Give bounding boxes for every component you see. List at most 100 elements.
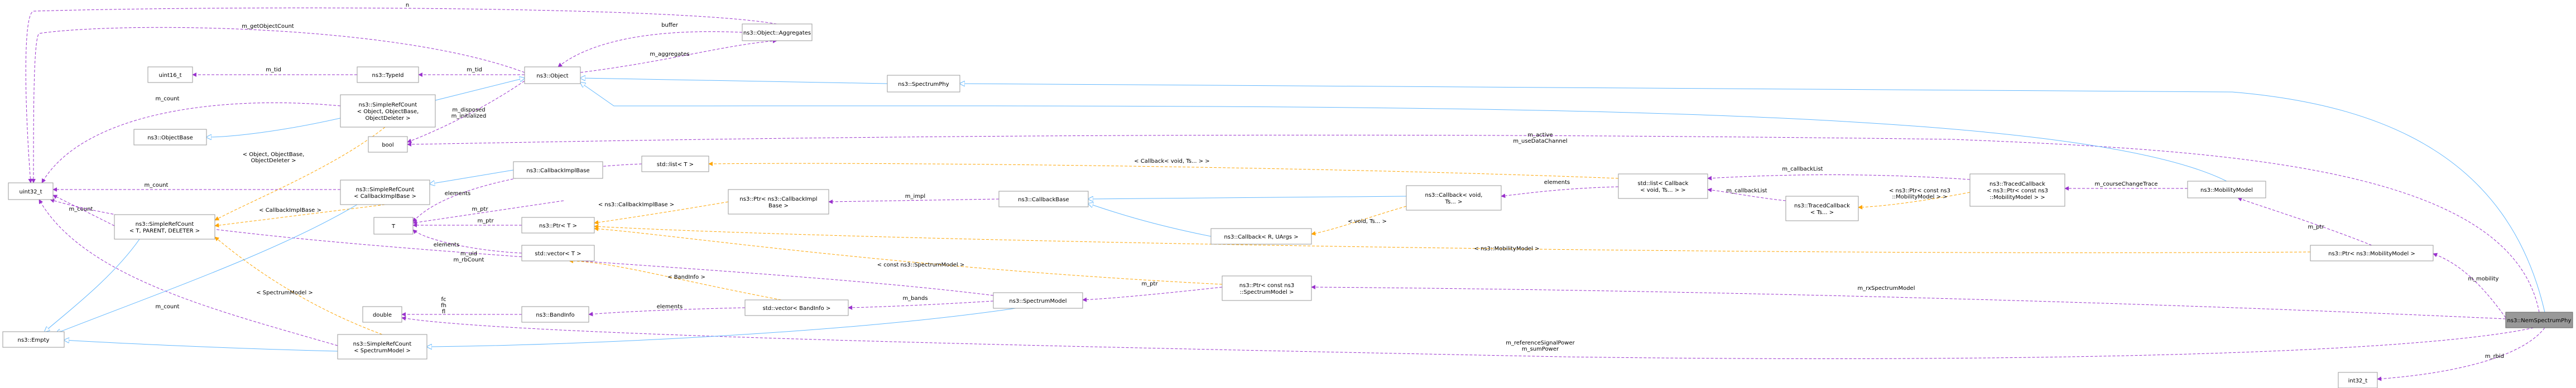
node-listCb[interactable]: std::list< Callback< void, Ts... > > xyxy=(1618,173,1708,199)
node-box-mobility xyxy=(2187,181,2266,198)
edges-layer: n m_getObjectCount buffer m_aggregates m_tid… xyxy=(25,2,2545,381)
node-ptrMm[interactable]: ns3::Ptr< ns3::MobilityModel > xyxy=(2310,245,2434,261)
edge-elements1 xyxy=(412,163,642,222)
node-ptrCbImpl[interactable]: ns3::Ptr< ns3::CallbackImplBase > xyxy=(728,189,829,215)
node-spectrummodel[interactable]: ns3::SpectrumModel xyxy=(993,292,1083,309)
node-box-cbbase xyxy=(998,191,1089,207)
edge-label-m_courseChangeTrace: m_courseChangeTrace xyxy=(2095,181,2158,187)
node-box-spectrummodel xyxy=(993,292,1083,309)
edge-elements4 xyxy=(588,307,746,317)
node-label-typeid: ns3::TypeId xyxy=(372,72,404,79)
edge-label-m_refSignal: m_sumPower xyxy=(1522,346,1559,352)
edge-label-m_disposed: m_initialized xyxy=(451,113,487,119)
inheritance-edge-inh_nr_sp xyxy=(960,84,2545,313)
node-uint32[interactable]: uint32_t xyxy=(8,182,54,200)
node-tracedCbMm[interactable]: ns3::TracedCallback< ns3::Ptr< const ns3… xyxy=(1969,173,2065,207)
edge-m_ptr4 xyxy=(1082,287,1223,302)
node-label-ptrConstSm: ns3::Ptr< const ns3 xyxy=(1239,283,1294,289)
node-uint16[interactable]: uint16_t xyxy=(147,66,193,83)
node-label-cbRArgs: ns3::Callback< R, UArgs > xyxy=(1224,234,1298,240)
node-box-ptrConstSm xyxy=(1222,275,1312,301)
node-object[interactable]: ns3::Object xyxy=(524,66,581,84)
edge-buffer xyxy=(558,31,743,67)
edge-label-bandInfoTpl: < BandInfo > xyxy=(667,274,705,280)
node-stdlist[interactable]: std::list< T > xyxy=(641,156,709,172)
edge-label-elements1: elements xyxy=(445,191,470,197)
edge-cbTpl xyxy=(214,204,386,228)
edge-label-m_rbid: m_rbid xyxy=(2485,353,2504,360)
node-box-tracedCbMm xyxy=(1969,173,2065,207)
node-box-int32 xyxy=(2338,372,2378,388)
edge-m_getObjectCount xyxy=(31,27,525,183)
node-ptrConstSm[interactable]: ns3::Ptr< const ns3::SpectrumModel > xyxy=(1222,275,1312,301)
edge-m_active xyxy=(407,134,2540,313)
inheritance-edge-inh_obj_ob xyxy=(206,111,369,137)
node-box-ptrT xyxy=(521,217,595,234)
node-box-double xyxy=(362,306,402,323)
edge-label-m_aggregates: m_aggregates xyxy=(650,51,689,57)
node-label-objectbase: ns3::ObjectBase xyxy=(147,135,193,141)
edge-m_mobility xyxy=(2433,253,2506,318)
node-label-srcObj: ObjectDeleter > xyxy=(365,115,410,122)
edge-m_refSignal xyxy=(401,316,2534,359)
node-box-object xyxy=(524,66,581,84)
node-cbRArgs[interactable]: ns3::Callback< R, UArgs > xyxy=(1210,228,1312,245)
node-typeid[interactable]: ns3::TypeId xyxy=(357,66,419,83)
node-empty[interactable]: ns3::Empty xyxy=(2,331,65,348)
node-srcT[interactable]: ns3::SimpleRefCount< T, PARENT, DELETER … xyxy=(114,214,215,240)
node-cbbase[interactable]: ns3::CallbackBase xyxy=(998,191,1089,207)
edge-label-m_count3: m_count xyxy=(69,206,93,212)
edge-label-m_ptr1: m_ptr xyxy=(472,206,488,212)
node-label-tracedCbTs: ns3::TracedCallback xyxy=(1794,203,1850,209)
node-T[interactable]: T xyxy=(373,217,414,235)
node-mobility[interactable]: ns3::MobilityModel xyxy=(2187,181,2266,198)
edge-label-m_tid2: m_tid xyxy=(467,67,482,73)
node-label-spectrummodel: ns3::SpectrumModel xyxy=(1009,298,1066,304)
node-label-listCb: < void, Ts... > > xyxy=(1640,187,1685,193)
inheritance-edge-inh_cbvoid_cbbase xyxy=(1088,196,1407,199)
node-nr[interactable]: ns3::NemSpectrumPhy xyxy=(2505,312,2573,328)
edge-m_count3 xyxy=(52,195,115,226)
node-label-int32: int32_t xyxy=(2348,378,2368,384)
node-tracedCbTs[interactable]: ns3::TracedCallback< Ts... > xyxy=(1785,196,1859,221)
edge-label-m_count2: m_count xyxy=(145,182,169,188)
node-box-srcCb xyxy=(340,180,430,205)
node-double[interactable]: double xyxy=(362,306,402,323)
node-vecband[interactable]: std::vector< BandInfo > xyxy=(744,299,849,316)
node-label-cbVoid: ns3::Callback< void, xyxy=(1425,192,1483,198)
node-stdvecT[interactable]: std::vector< T > xyxy=(521,245,595,261)
node-label-T: T xyxy=(391,224,396,230)
node-int32[interactable]: int32_t xyxy=(2338,372,2378,388)
edge-label-m_refSignal: m_referenceSignalPower xyxy=(1506,340,1575,346)
node-box-ptrMm xyxy=(2310,245,2434,261)
edge-label-m_getObjectCount: m_getObjectCount xyxy=(242,23,294,30)
node-label-vecband: std::vector< BandInfo > xyxy=(763,305,831,312)
node-srcSm[interactable]: ns3::SimpleRefCount< SpectrumModel > xyxy=(337,334,427,360)
edge-label-m_uid: m_uid xyxy=(460,251,477,257)
node-box-uint32 xyxy=(8,182,54,200)
node-srcCb[interactable]: ns3::SimpleRefCount< CallbackImplBase > xyxy=(340,180,430,205)
node-objectbase[interactable]: ns3::ObjectBase xyxy=(133,129,207,146)
node-label-ptrCbImpl: ns3::Ptr< ns3::CallbackImpl xyxy=(739,196,817,202)
node-bool[interactable]: bool xyxy=(368,136,408,153)
node-aggregates[interactable]: ns3::Object::Aggregates xyxy=(742,23,813,41)
edge-elements3 xyxy=(1501,186,1619,198)
edge-label-m_uid: m_rbCount xyxy=(454,257,484,263)
node-box-vecband xyxy=(744,299,849,316)
edge-label-cbListTpl: < Callback< void, Ts... > > xyxy=(1134,158,1209,164)
edge-label-constMmTpl: < ns3::Ptr< const ns3 xyxy=(1889,188,1950,194)
inheritance-edge-inh_mm_obj xyxy=(580,83,2227,182)
inheritance-edge-inh_srcT_empty xyxy=(45,239,140,332)
node-spectrumphy[interactable]: ns3::SpectrumPhy xyxy=(887,75,960,93)
node-cbimplbase[interactable]: ns3::CallbackImplBase xyxy=(513,161,603,179)
node-bandinfo[interactable]: ns3::BandInfo xyxy=(521,306,589,323)
edge-label-m_count1: m_count xyxy=(156,96,180,102)
node-srcObj[interactable]: ns3::SimpleRefCount< Object, ObjectBase,… xyxy=(340,94,436,128)
node-ptrT[interactable]: ns3::Ptr< T > xyxy=(521,217,595,234)
node-cbVoid[interactable]: ns3::Callback< void,Ts... > xyxy=(1406,185,1502,211)
edge-m_disposed xyxy=(407,80,525,143)
node-box-bool xyxy=(368,136,408,153)
node-label-srcObj: < Object, ObjectBase, xyxy=(357,109,419,115)
edge-label-objTpl: ObjectDeleter > xyxy=(251,158,296,164)
node-box-spectrumphy xyxy=(887,75,960,93)
